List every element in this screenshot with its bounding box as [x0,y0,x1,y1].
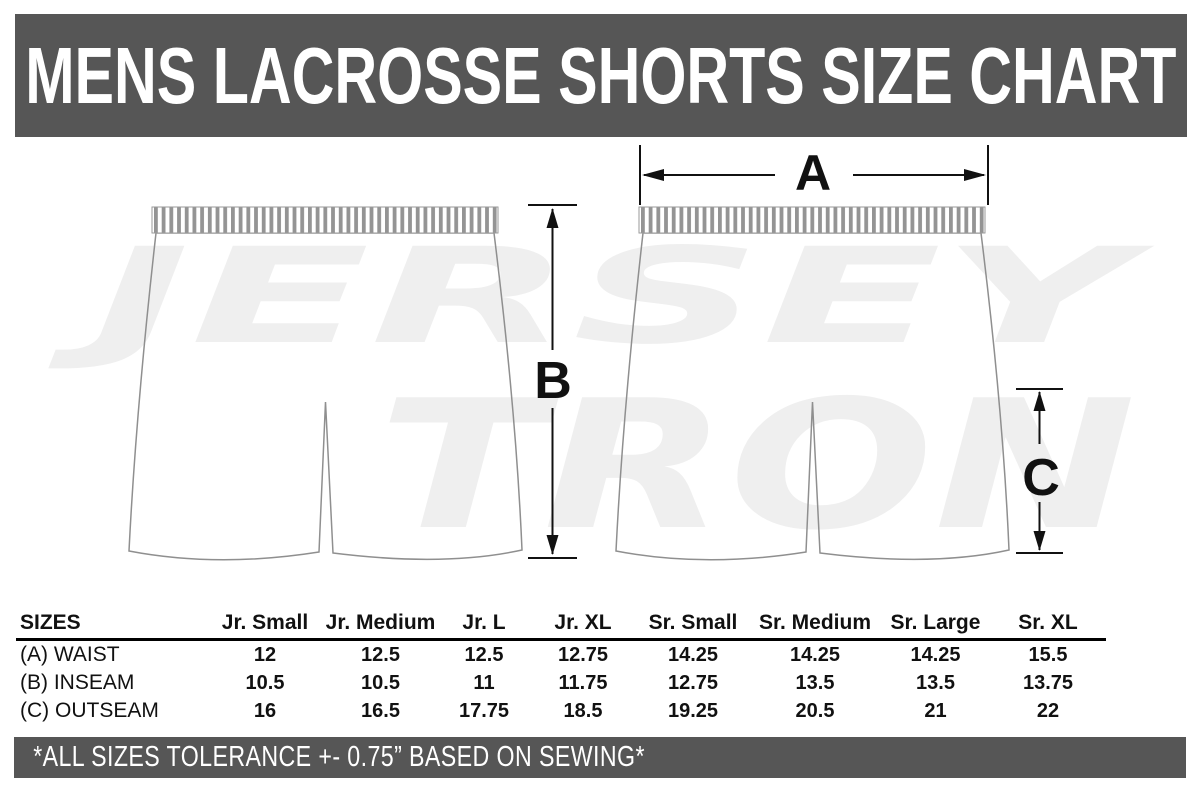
table-cell: 15.5 [1028,643,1068,666]
column-header-jr-medium: Jr. Medium [325,610,436,634]
table-cell: 12.5 [361,643,400,666]
arrowhead-down-icon [546,535,559,555]
page-title: MENS LACROSSE SHORTS SIZE CHART [25,30,1177,120]
table-cell: 12.5 [464,643,504,666]
tolerance-note: *ALL SIZES TOLERANCE +- 0.75” BASED ON S… [33,741,645,773]
table-row-waist: (A) WAIST 12 12.5 12.5 12.75 14.25 14.25… [16,641,1106,669]
dimension-label-c: C [1022,449,1060,507]
watermark-line1: JERSEY [48,220,1155,374]
dimension-label-b: B [534,352,572,410]
table-cell: 17.75 [458,699,510,722]
row-label: (B) INSEAM [20,671,135,694]
table-cell: 20.5 [795,699,835,722]
watermark-line2: TRON [378,362,1136,569]
table-header-row: SIZES Jr. Small Jr. Medium Jr. L Jr. XL … [16,607,1106,641]
row-label: (C) OUTSEAM [20,699,159,722]
arrowhead-up-icon [546,208,559,228]
arrowhead-up-icon [1033,391,1046,411]
table-cell: 14.25 [667,643,719,666]
table-cell: 21 [924,699,947,722]
dimension-c-outseam: C [1016,388,1063,554]
footer-banner: *ALL SIZES TOLERANCE +- 0.75” BASED ON S… [14,737,1186,778]
shorts-back-view [615,206,1010,561]
arrowhead-right-icon [964,169,986,181]
dimension-label-a: A [795,145,831,201]
table-cell: 16 [253,699,277,722]
table-cell: 13.5 [916,671,955,694]
dimension-a-waist: A [639,145,989,205]
table-row-inseam: (B) INSEAM 10.5 10.5 11 11.75 12.75 13.5… [16,669,1106,697]
table-cell: 12 [253,643,277,666]
table-cell: 19.25 [667,699,719,722]
table-cell: 10.5 [245,671,285,694]
table-cell: 12.75 [557,643,609,666]
table-cell: 10.5 [361,671,400,694]
table-cell: 11 [473,671,495,694]
column-header-jr-small: Jr. Small [221,610,309,634]
table-cell: 14.25 [789,643,841,666]
table-cell: 22 [1036,699,1060,722]
column-header-sr-small: Sr. Small [648,610,738,634]
waistband [151,206,499,234]
column-header-sr-medium: Sr. Medium [758,610,872,634]
table-cell: 13.5 [795,671,835,694]
column-header-sr-xl: Sr. XL [1018,610,1078,634]
column-header-sr-large: Sr. Large [890,610,981,634]
table-cell: 18.5 [563,699,603,722]
table-cell: 13.75 [1022,671,1074,694]
table-cell: 16.5 [361,699,400,722]
table-cell: 12.75 [667,671,719,694]
arrowhead-down-icon [1033,531,1046,551]
shorts-diagram: JERSEY TRON B [48,145,1155,569]
column-header-jr-xl: Jr. XL [554,610,612,634]
column-header-jr-l: Jr. L [462,610,506,634]
shorts-front-view [128,206,523,561]
arrowhead-left-icon [642,169,664,181]
title-banner: MENS LACROSSE SHORTS SIZE CHART [15,14,1187,137]
brand-watermark: JERSEY TRON [48,220,1155,569]
waistband [638,206,986,234]
table-row-outseam: (C) OUTSEAM 16 16.5 17.75 18.5 19.25 20.… [16,697,1106,725]
table-corner-label: SIZES [20,610,81,634]
row-label: (A) WAIST [20,643,120,666]
dimension-b-inseam: B [528,204,577,559]
size-table: SIZES Jr. Small Jr. Medium Jr. L Jr. XL … [16,607,1106,725]
table-cell: 11.75 [558,671,608,694]
table-cell: 14.25 [910,643,961,666]
